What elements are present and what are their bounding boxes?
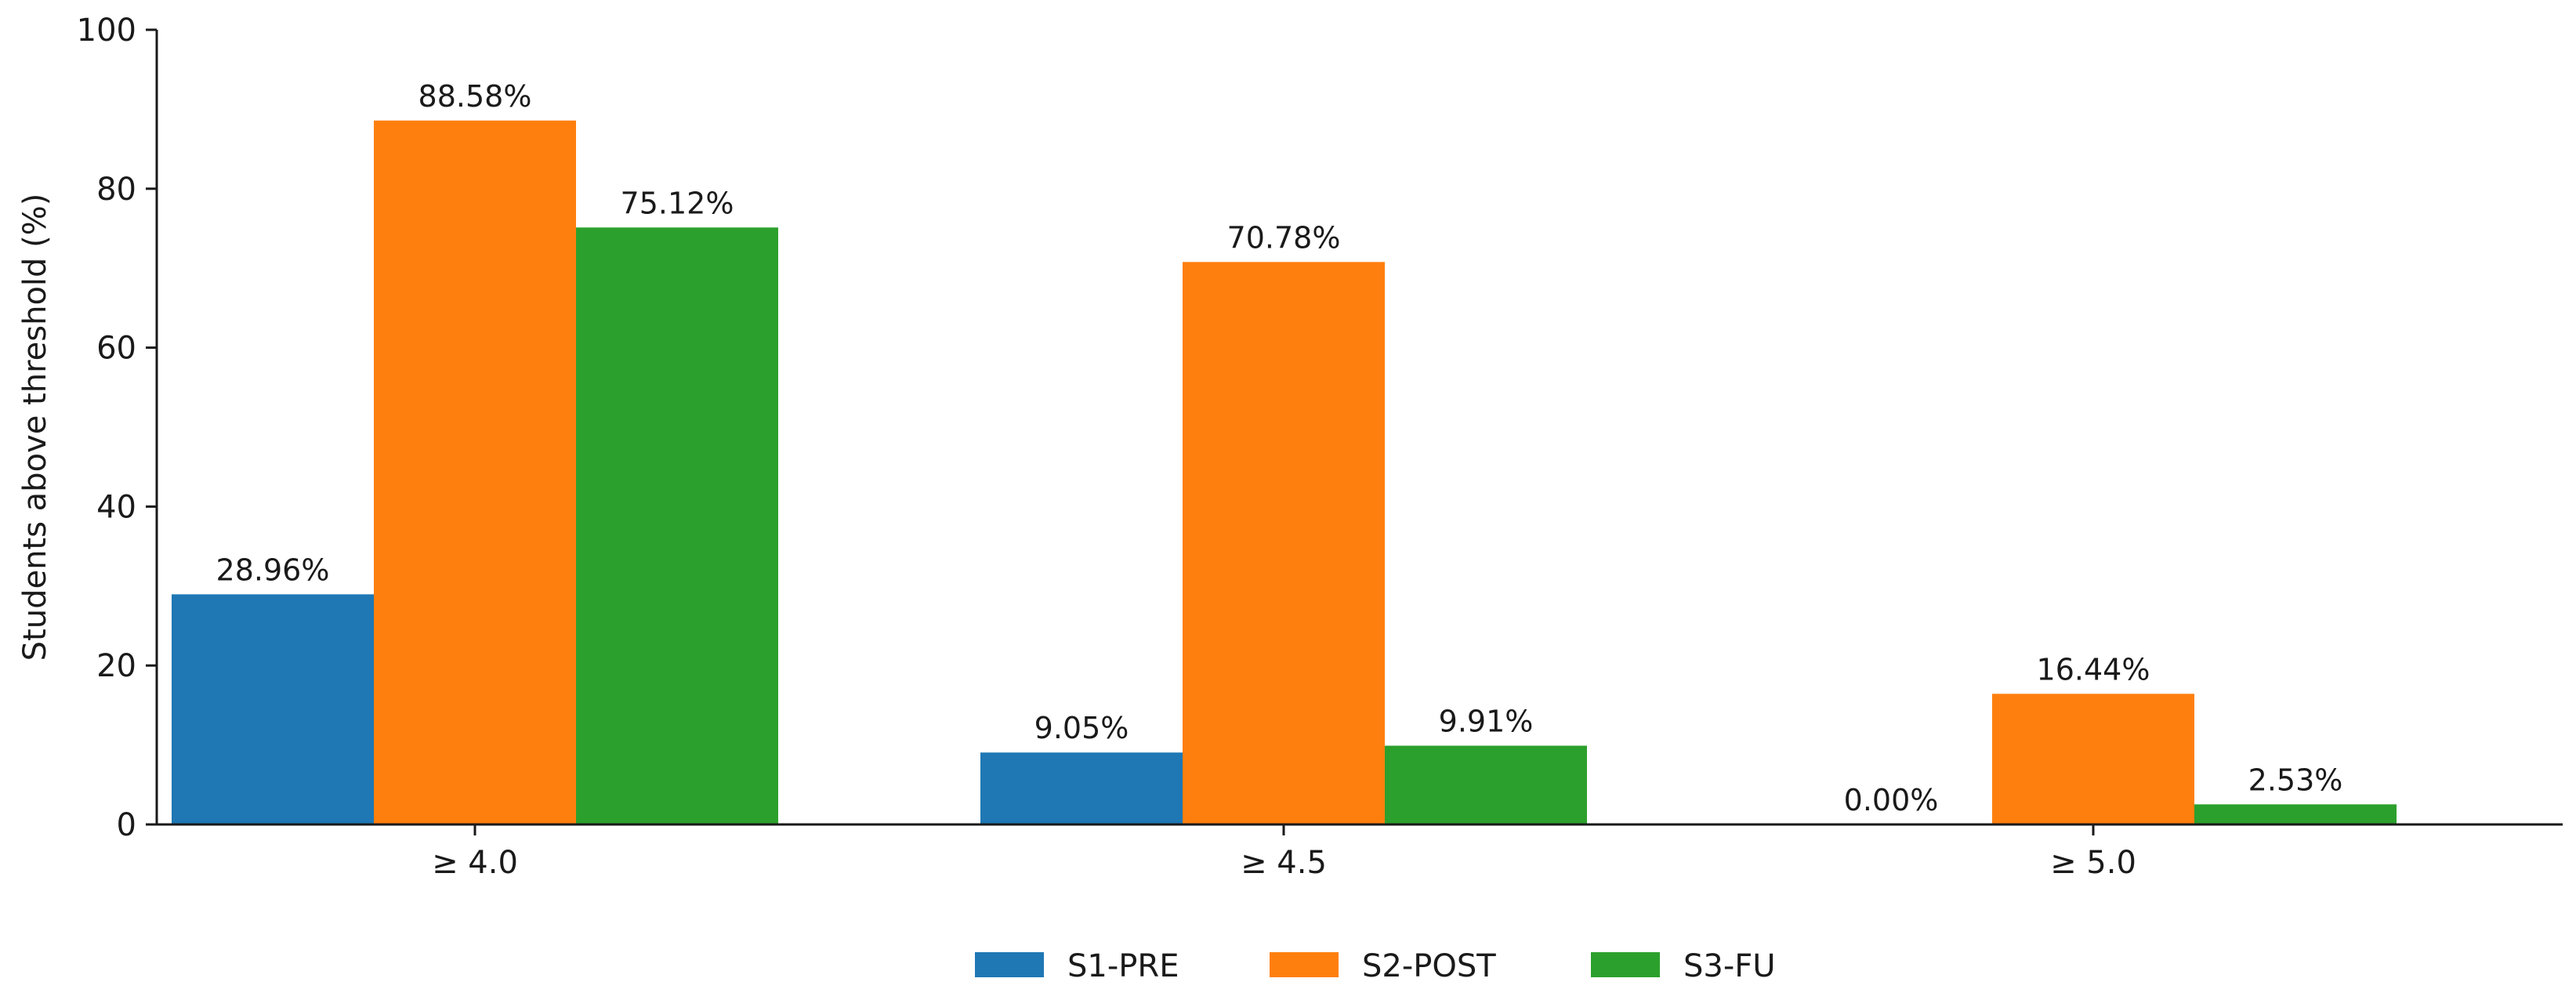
data-label-s3-fu-3: 2.53% [2248, 763, 2343, 797]
axes-layer [155, 30, 2563, 826]
data-label-s3-fu-1: 75.12% [621, 186, 734, 220]
legend-label-s2-post: S2-POST [1362, 948, 1496, 984]
bar-s3-fu-3 [2194, 804, 2397, 824]
legend-swatch-s2-post [1270, 952, 1339, 977]
data-label-s3-fu-2: 9.91% [1439, 705, 1534, 739]
legend-label-s1-pre: S1-PRE [1067, 948, 1179, 984]
bars-layer [172, 120, 2397, 825]
data-label-s2-post-2: 70.78% [1227, 220, 1341, 255]
x-tick-label: ≥ 5.0 [2050, 845, 2136, 881]
bar-s2-post-1 [374, 120, 576, 824]
y-axis-label: Students above threshold (%) [17, 194, 53, 661]
data-label-s1-pre-3: 0.00% [1844, 783, 1939, 817]
bar-s2-post-2 [1183, 262, 1385, 825]
x-ticks: ≥ 4.0 ≥ 4.5 ≥ 5.0 [432, 824, 2136, 881]
data-labels-layer: 28.96% 88.58% 75.12% 9.05% 70.78% 9.91% 0.00% 1… [216, 79, 2343, 817]
y-tick-label: 100 [77, 13, 136, 49]
data-label-s2-post-3: 16.44% [2037, 652, 2150, 687]
bar-s1-pre-1 [172, 594, 374, 824]
y-tick-label: 20 [96, 648, 136, 684]
y-tick-label: 80 [96, 172, 136, 208]
data-label-s2-post-1: 88.58% [418, 79, 532, 114]
x-tick-label: ≥ 4.0 [432, 845, 518, 881]
x-tick-label: ≥ 4.5 [1241, 845, 1327, 881]
bar-s3-fu-1 [576, 227, 778, 824]
legend-swatch-s1-pre [975, 952, 1044, 977]
legend-swatch-s3-fu [1591, 952, 1660, 977]
y-tick-label: 60 [96, 331, 136, 367]
bar-s2-post-3 [1992, 694, 2194, 824]
y-ticks: 0 20 40 60 80 100 [77, 13, 157, 843]
legend: S1-PRE S2-POST S3-FU [975, 948, 1776, 984]
data-label-s1-pre-1: 28.96% [216, 553, 330, 587]
legend-label-s3-fu: S3-FU [1683, 948, 1776, 984]
bar-s1-pre-2 [980, 752, 1183, 824]
bar-s3-fu-2 [1385, 745, 1587, 824]
y-tick-label: 0 [117, 807, 136, 843]
data-label-s1-pre-2: 9.05% [1034, 711, 1129, 745]
y-tick-label: 40 [96, 489, 136, 525]
